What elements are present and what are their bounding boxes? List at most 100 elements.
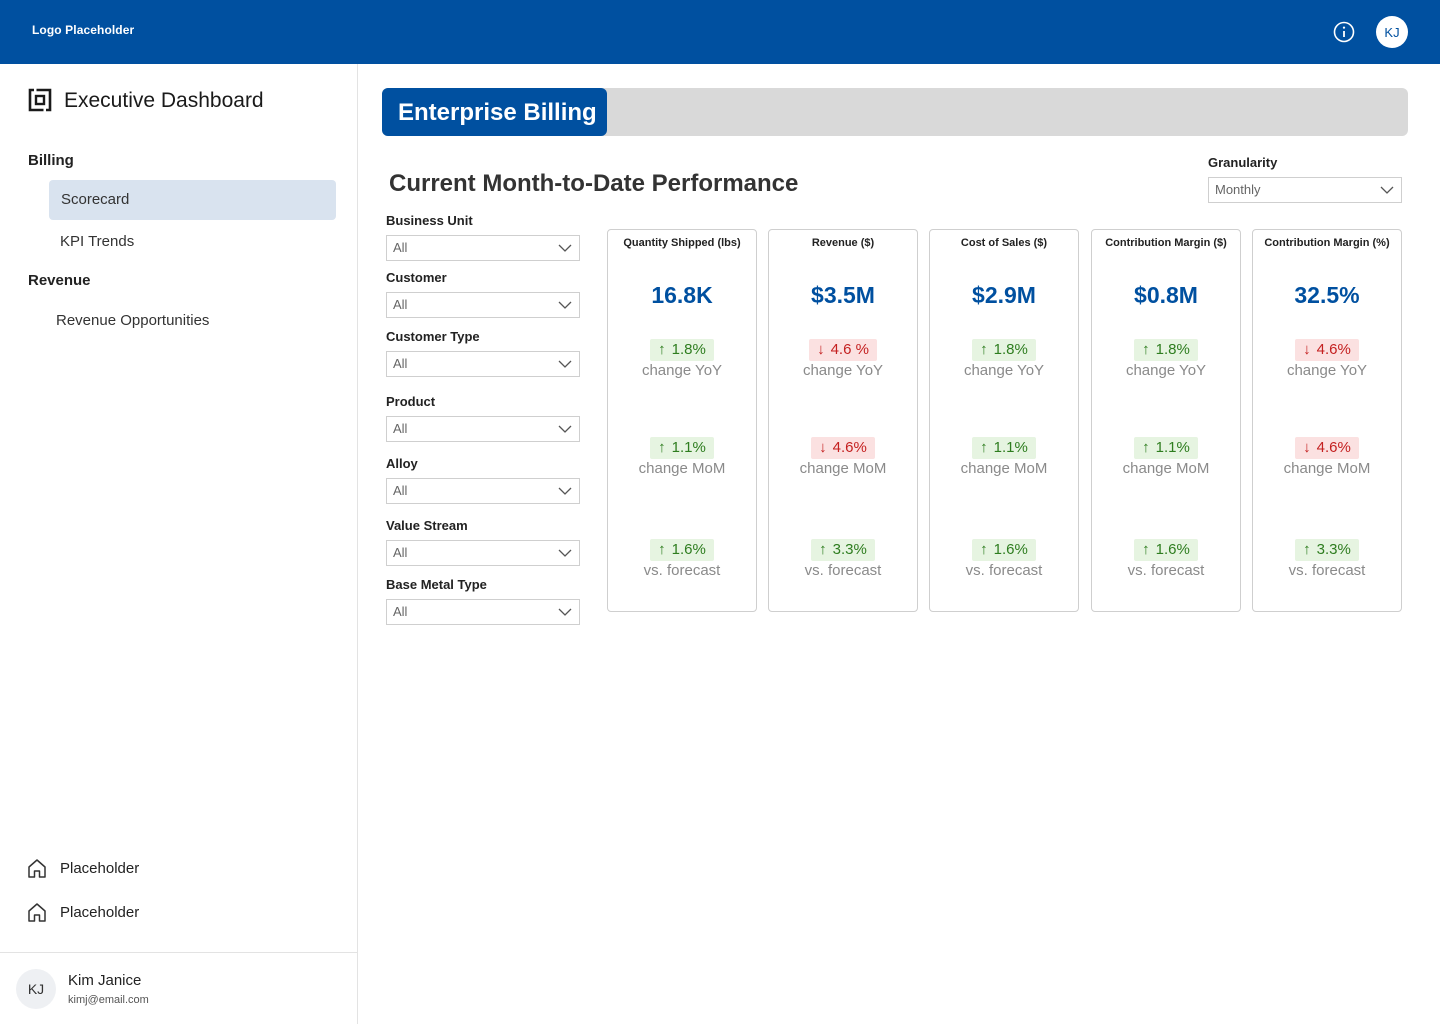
filter-label: Base Metal Type xyxy=(386,577,487,592)
kpi-card-title: Contribution Margin ($) xyxy=(1105,237,1227,249)
arrow-up-icon: ↑ xyxy=(980,439,988,456)
kpi-metric: ↓ 4.6% change MoM xyxy=(769,437,917,477)
kpi-metric: ↑ 1.8% change YoY xyxy=(930,339,1078,379)
change-badge: ↑ 1.8% xyxy=(972,339,1036,361)
change-badge: ↑ 1.1% xyxy=(650,437,714,459)
change-badge: ↑ 3.3% xyxy=(811,539,875,561)
change-badge: ↑ 1.1% xyxy=(972,437,1036,459)
change-label: change YoY xyxy=(963,362,1045,379)
change-label: vs. forecast xyxy=(804,562,882,579)
filter-select[interactable]: All xyxy=(386,351,580,377)
change-value: 1.8% xyxy=(671,341,706,358)
change-badge: ↑ 1.8% xyxy=(1134,339,1198,361)
kpi-metric: ↑ 1.6% vs. forecast xyxy=(1092,539,1240,579)
kpi-metric: ↑ 1.8% change YoY xyxy=(608,339,756,379)
filter-select[interactable]: All xyxy=(386,540,580,566)
arrow-down-icon: ↓ xyxy=(819,439,827,456)
change-value: 1.6% xyxy=(671,541,706,558)
tab-enterprise-billing[interactable]: Enterprise Billing xyxy=(382,88,607,136)
kpi-card-title: Cost of Sales ($) xyxy=(960,237,1048,249)
arrow-up-icon: ↑ xyxy=(980,541,988,558)
kpi-card-title: Contribution Margin (%) xyxy=(1264,237,1390,249)
filter-value: All xyxy=(393,240,408,255)
user-email: kimj@email.com xyxy=(68,994,149,1006)
change-label: change MoM xyxy=(1122,460,1210,477)
filter-value: All xyxy=(393,421,408,436)
filter-select[interactable]: All xyxy=(386,599,580,625)
arrow-up-icon: ↑ xyxy=(658,439,666,456)
kpi-metric: ↑ 3.3% vs. forecast xyxy=(769,539,917,579)
change-badge: ↑ 1.6% xyxy=(1134,539,1198,561)
change-value: 4.6 % xyxy=(830,341,869,358)
filter-label: Business Unit xyxy=(386,213,473,228)
kpi-card: Cost of Sales ($) $2.9M ↑ 1.8% change YoY ↑ 1.… xyxy=(929,229,1079,612)
change-label: change YoY xyxy=(802,362,884,379)
arrow-up-icon: ↑ xyxy=(980,341,988,358)
chevron-down-icon xyxy=(558,360,572,368)
user-profile[interactable]: KJ Kim Janice kimj@email.com xyxy=(0,952,357,1024)
change-badge: ↓ 4.6% xyxy=(1295,437,1359,459)
filter-value: All xyxy=(393,604,408,619)
arrow-up-icon: ↑ xyxy=(819,541,827,558)
filter-select[interactable]: All xyxy=(386,416,580,442)
arrow-down-icon: ↓ xyxy=(1303,341,1311,358)
filter-value: All xyxy=(393,297,408,312)
user-avatar: KJ xyxy=(16,969,56,1009)
filter-select[interactable]: All xyxy=(386,292,580,318)
filter-value: All xyxy=(393,483,408,498)
filter-select[interactable]: All xyxy=(386,235,580,261)
change-label: change YoY xyxy=(641,362,723,379)
info-icon[interactable] xyxy=(1333,21,1355,43)
change-label: change MoM xyxy=(638,460,726,477)
kpi-card: Contribution Margin (%) 32.5% ↓ 4.6% change … xyxy=(1252,229,1402,612)
change-value: 3.3% xyxy=(1316,541,1351,558)
arrow-up-icon: ↑ xyxy=(1142,439,1150,456)
sidebar: Executive Dashboard Billing Scorecard KP… xyxy=(0,64,358,1024)
filter-label: Customer Type xyxy=(386,329,480,344)
chevron-down-icon xyxy=(1380,186,1394,194)
sidebar-footer-item[interactable]: Placeholder xyxy=(26,901,139,923)
change-value: 1.6% xyxy=(993,541,1028,558)
change-value: 3.3% xyxy=(832,541,867,558)
kpi-metric: ↑ 1.1% change MoM xyxy=(930,437,1078,477)
filter-select[interactable]: All xyxy=(386,478,580,504)
change-value: 1.6% xyxy=(1155,541,1190,558)
kpi-card: Contribution Margin ($) $0.8M ↑ 1.8% change … xyxy=(1091,229,1241,612)
kpi-metric: ↑ 1.8% change YoY xyxy=(1092,339,1240,379)
sidebar-footer-item[interactable]: Placeholder xyxy=(26,857,139,879)
kpi-card-value: $0.8M xyxy=(1134,282,1198,308)
avatar[interactable]: KJ xyxy=(1376,16,1408,48)
sidebar-item-scorecard[interactable]: Scorecard xyxy=(49,180,336,220)
sidebar-footer-label: Placeholder xyxy=(60,903,140,921)
arrow-up-icon: ↑ xyxy=(1142,341,1150,358)
change-label: change MoM xyxy=(1283,460,1371,477)
granularity-select[interactable]: Monthly xyxy=(1208,177,1402,203)
sidebar-item-revenue-opportunities[interactable]: Revenue Opportunities xyxy=(56,312,210,329)
change-value: 4.6% xyxy=(1316,439,1351,456)
chevron-down-icon xyxy=(558,425,572,433)
kpi-card: Quantity Shipped (lbs) 16.8K ↑ 1.8% change Y… xyxy=(607,229,757,612)
home-icon xyxy=(28,903,46,922)
change-badge: ↑ 1.8% xyxy=(650,339,714,361)
granularity-label: Granularity xyxy=(1208,155,1278,170)
sidebar-item-kpi-trends[interactable]: KPI Trends xyxy=(60,233,135,250)
chevron-down-icon xyxy=(558,549,572,557)
chevron-down-icon xyxy=(558,244,572,252)
arrow-up-icon: ↑ xyxy=(1303,541,1311,558)
arrow-up-icon: ↑ xyxy=(658,541,666,558)
change-value: 1.1% xyxy=(993,439,1028,456)
filter-value: All xyxy=(393,545,408,560)
kpi-metric: ↑ 1.6% vs. forecast xyxy=(930,539,1078,579)
logo[interactable]: Logo Placeholder xyxy=(32,23,135,37)
change-label: vs. forecast xyxy=(1127,562,1205,579)
sidebar-footer-label: Placeholder xyxy=(60,859,140,877)
change-value: 1.1% xyxy=(671,439,706,456)
change-label: change YoY xyxy=(1286,362,1368,379)
filter-label: Value Stream xyxy=(386,518,468,533)
kpi-metric: ↓ 4.6% change YoY xyxy=(1253,339,1401,379)
kpi-card: Revenue ($) $3.5M ↓ 4.6 % change YoY ↓ 4.6% cha… xyxy=(768,229,918,612)
chevron-down-icon xyxy=(558,487,572,495)
change-value: 1.1% xyxy=(1155,439,1190,456)
change-badge: ↓ 4.6% xyxy=(811,437,875,459)
kpi-card-title: Revenue ($) xyxy=(811,237,875,249)
